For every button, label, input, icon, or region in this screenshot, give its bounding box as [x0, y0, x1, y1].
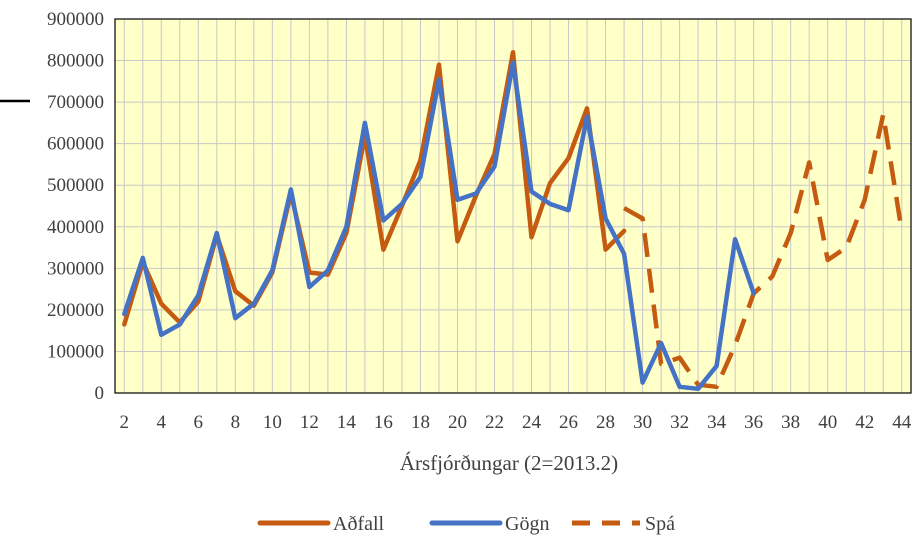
x-tick-label: 40: [818, 412, 837, 433]
x-tick-label: 32: [670, 412, 689, 433]
x-tick-label: 44: [892, 412, 912, 433]
x-tick-label: 20: [448, 412, 467, 433]
y-tick-label: 400000: [47, 217, 104, 238]
x-axis-ticks: 2 4 6 8 10 12 14 16 18 20 22 24 26 28 30 32 34 36 38 40 42 44: [120, 412, 912, 433]
x-tick-label: 10: [263, 412, 282, 433]
y-tick-label: 200000: [47, 300, 104, 321]
x-tick-label: 2: [120, 412, 130, 433]
y-tick-label: 900000: [47, 9, 104, 30]
x-tick-label: 30: [633, 412, 652, 433]
x-tick-label: 14: [337, 412, 357, 433]
y-tick-label: 100000: [47, 341, 104, 362]
legend-label: Gögn: [505, 513, 549, 535]
y-tick-label: 700000: [47, 92, 104, 113]
x-tick-label: 16: [374, 412, 393, 433]
y-tick-label: 0: [95, 383, 105, 404]
legend-label: Spá: [645, 513, 675, 535]
x-tick-label: 36: [744, 412, 763, 433]
y-axis-ticks: 0 100000 200000 300000 400000 500000 600000 700…: [47, 9, 104, 404]
x-tick-label: 42: [855, 412, 874, 433]
series-layer: [122, 49, 904, 392]
y-tick-label: 500000: [47, 175, 104, 196]
y-tick-label: 600000: [47, 134, 104, 155]
x-tick-label: 26: [559, 412, 578, 433]
x-tick-label: 34: [707, 412, 727, 433]
x-tick-label: 22: [485, 412, 504, 433]
x-tick-label: 8: [231, 412, 241, 433]
x-tick-label: 6: [194, 412, 204, 433]
y-tick-label: 300000: [47, 258, 104, 279]
legend: Aðfall Gögn Spá: [257, 513, 675, 535]
x-tick-label: 12: [300, 412, 319, 433]
x-tick-label: 38: [781, 412, 800, 433]
series-line-spá: [622, 112, 904, 390]
plot-border: [114, 18, 912, 394]
x-tick-label: 24: [522, 412, 542, 433]
y-tick-label: 800000: [47, 51, 104, 72]
x-tick-label: 18: [411, 412, 430, 433]
x-tick-label: 28: [596, 412, 615, 433]
x-axis-title: Ársfjórðungar (2=2013.2): [400, 451, 618, 475]
legend-label: Aðfall: [333, 513, 385, 535]
x-tick-label: 4: [157, 412, 167, 433]
series-line-gögn: [122, 60, 756, 392]
